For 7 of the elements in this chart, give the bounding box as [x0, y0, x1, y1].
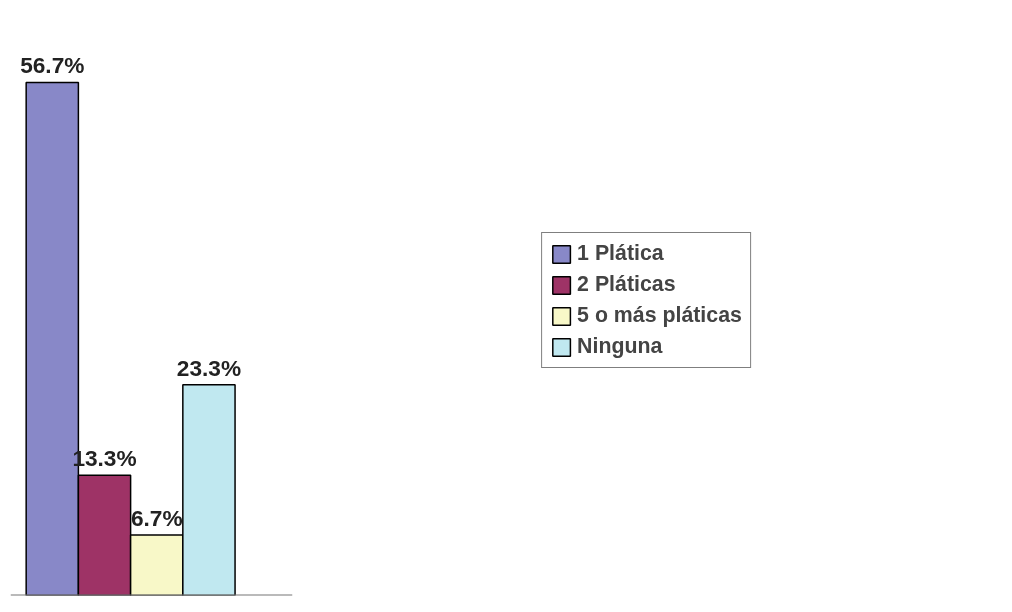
- legend-label: 5 o más pláticas: [577, 303, 742, 328]
- legend-label: 2 Pláticas: [577, 272, 676, 297]
- data-label: 6.7%: [130, 504, 183, 531]
- data-label: 56.7%: [20, 52, 85, 79]
- data-label: 23.3%: [176, 354, 242, 381]
- legend-label: 1 Plática: [577, 241, 664, 266]
- legend-label: Ninguna: [577, 334, 663, 359]
